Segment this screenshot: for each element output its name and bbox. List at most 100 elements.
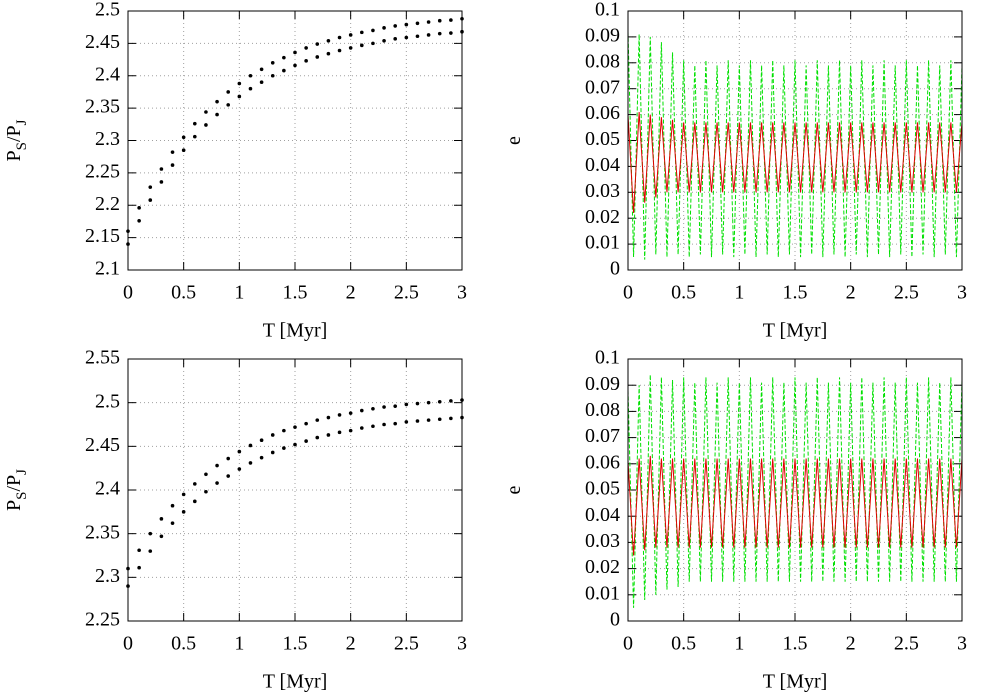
y-tick-label: 0.04 <box>585 154 620 176</box>
y-axis-label-part: P <box>3 500 25 511</box>
point <box>181 510 186 514</box>
y-tick-label: 2.55 <box>85 347 120 369</box>
point <box>382 422 386 427</box>
point <box>449 416 453 421</box>
x-tick-label: 2 <box>346 633 356 655</box>
point <box>270 73 275 78</box>
point <box>360 30 364 35</box>
point <box>226 456 230 461</box>
point <box>348 46 353 50</box>
point <box>337 430 342 435</box>
y-tick-label: 0.03 <box>585 180 620 202</box>
point <box>204 123 208 127</box>
point <box>282 446 286 450</box>
x-tick-label: 3 <box>457 633 467 655</box>
plot-frame <box>627 358 963 622</box>
y-tick-label: 0 <box>610 258 620 280</box>
y-tick-label: 2.2 <box>95 193 120 215</box>
point <box>326 38 331 43</box>
panel: 2.1 2.15 2.2 2.25 2.3 2.35 2.4 2.45 2.5 0 0.5 1 1.5 2… <box>3 0 467 342</box>
y-tick-label: 2.45 <box>85 31 120 53</box>
point <box>415 401 420 406</box>
point <box>293 442 297 447</box>
point <box>259 438 264 443</box>
y-tick-label: 2.35 <box>85 96 120 118</box>
point <box>326 415 331 420</box>
x-tick-label: 2 <box>846 633 856 655</box>
point <box>449 18 453 22</box>
x-tick-label: 3 <box>457 282 467 304</box>
point <box>348 411 353 415</box>
point <box>315 55 320 59</box>
series-line <box>627 111 963 214</box>
point <box>393 421 398 426</box>
point <box>315 435 320 440</box>
point <box>159 534 164 539</box>
x-tick-label: 3 <box>957 282 967 304</box>
point <box>426 418 431 422</box>
y-tick-label: 0.06 <box>585 451 620 473</box>
point <box>237 94 242 99</box>
point <box>226 474 230 478</box>
y-tick-label: 0.06 <box>585 102 620 124</box>
x-tick-label: 0 <box>623 633 633 655</box>
plot-frame <box>127 358 463 622</box>
panel: 2.25 2.3 2.35 2.4 2.45 2.5 2.55 0 0.5 1 1.5 2 2.5 3 T … <box>3 347 467 693</box>
x-axis-label: T [Myr] <box>263 320 328 342</box>
point <box>193 499 197 504</box>
point <box>215 481 219 485</box>
x-tick-label: 2.5 <box>894 282 919 304</box>
panel: 0 0.01 0.02 0.03 0.04 0.05 0.06 0.07 0.08 0.09 0.1… <box>503 347 967 693</box>
point <box>204 472 208 477</box>
y-tick-label: 2.25 <box>85 609 120 631</box>
point <box>293 63 297 68</box>
y-axis-label-part: S <box>14 142 30 150</box>
point <box>282 68 286 73</box>
point <box>204 110 208 114</box>
point <box>326 51 331 56</box>
x-tick-label: 1.5 <box>783 282 808 304</box>
y-axis-label-part: e <box>503 136 525 145</box>
point <box>159 167 164 171</box>
x-tick-label: 2.5 <box>394 633 419 655</box>
point <box>360 408 364 413</box>
x-tick-label: 1 <box>234 633 244 655</box>
y-axis-label-part: J <box>14 119 30 125</box>
x-axis-label: T [Myr] <box>263 671 328 693</box>
point <box>226 90 230 94</box>
x-tick-label: 3 <box>957 633 967 655</box>
y-tick-label: 0.09 <box>585 373 620 395</box>
point <box>137 206 141 210</box>
y-axis-label-part: e <box>503 485 525 494</box>
y-tick-label: 0.1 <box>595 347 620 369</box>
point <box>237 449 242 454</box>
point <box>226 103 230 107</box>
point <box>248 86 253 91</box>
point <box>393 404 398 408</box>
point <box>371 406 375 411</box>
point <box>404 22 409 27</box>
y-tick-label: 0.02 <box>585 206 620 228</box>
y-tick-label: 0.03 <box>585 530 620 552</box>
point <box>237 467 242 471</box>
point <box>137 218 141 223</box>
point <box>437 417 442 422</box>
point <box>360 426 364 430</box>
x-tick-label: 1.5 <box>783 633 808 655</box>
point <box>293 425 297 429</box>
x-tick-label: 0.5 <box>171 633 196 655</box>
x-tick-label: 2.5 <box>894 633 919 655</box>
y-axis-label-part: /P <box>3 475 25 492</box>
x-tick-label: 1.5 <box>283 633 308 655</box>
point <box>449 31 453 35</box>
x-tick-label: 0 <box>123 282 133 304</box>
y-tick-label: 2.35 <box>85 521 120 543</box>
point <box>148 185 153 189</box>
series-line <box>627 374 963 608</box>
x-tick-label: 0 <box>123 633 133 655</box>
point <box>193 121 197 126</box>
point <box>382 405 386 409</box>
x-tick-label: 0.5 <box>671 282 696 304</box>
x-axis-label: T [Myr] <box>763 671 828 693</box>
